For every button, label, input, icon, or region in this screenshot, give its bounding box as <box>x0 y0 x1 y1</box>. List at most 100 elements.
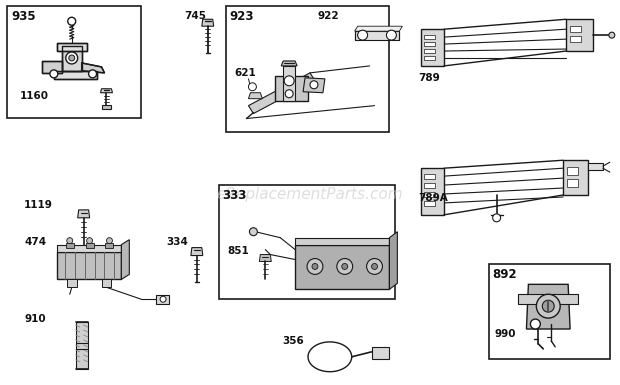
Text: 333: 333 <box>223 189 247 202</box>
Polygon shape <box>424 42 435 46</box>
Circle shape <box>358 30 368 40</box>
Circle shape <box>87 238 92 244</box>
Polygon shape <box>588 163 603 170</box>
Polygon shape <box>424 56 435 60</box>
Text: 892: 892 <box>493 268 517 281</box>
Polygon shape <box>191 248 203 256</box>
Circle shape <box>530 319 540 329</box>
Polygon shape <box>424 35 435 39</box>
Text: eReplacementParts.com: eReplacementParts.com <box>216 187 404 203</box>
Polygon shape <box>281 61 297 66</box>
Polygon shape <box>570 26 581 32</box>
Polygon shape <box>283 66 295 100</box>
Text: 910: 910 <box>24 314 46 324</box>
Polygon shape <box>389 232 397 289</box>
Polygon shape <box>570 36 581 42</box>
Polygon shape <box>54 71 97 79</box>
Polygon shape <box>62 46 82 71</box>
Circle shape <box>366 258 383 275</box>
Circle shape <box>249 83 257 91</box>
Text: 923: 923 <box>229 10 254 23</box>
Text: 356: 356 <box>282 336 304 346</box>
Circle shape <box>69 55 74 61</box>
Circle shape <box>493 214 500 222</box>
Text: 621: 621 <box>234 68 256 78</box>
Polygon shape <box>105 243 113 248</box>
Text: 745: 745 <box>184 11 206 21</box>
Polygon shape <box>295 244 389 289</box>
Polygon shape <box>102 280 112 287</box>
Polygon shape <box>202 19 214 26</box>
Circle shape <box>160 296 166 302</box>
Polygon shape <box>424 49 435 53</box>
Polygon shape <box>249 73 315 114</box>
Polygon shape <box>67 280 77 287</box>
Polygon shape <box>66 243 74 248</box>
Polygon shape <box>249 93 262 99</box>
Circle shape <box>107 238 112 244</box>
Circle shape <box>371 263 378 270</box>
Polygon shape <box>86 243 94 248</box>
Circle shape <box>68 17 76 25</box>
Polygon shape <box>102 105 112 109</box>
Circle shape <box>284 76 294 86</box>
Text: 990: 990 <box>495 329 516 339</box>
Polygon shape <box>82 63 105 73</box>
Circle shape <box>342 263 348 270</box>
Circle shape <box>89 70 97 78</box>
Polygon shape <box>424 192 435 197</box>
Text: 922: 922 <box>318 11 340 21</box>
Polygon shape <box>371 347 389 359</box>
Polygon shape <box>156 295 169 304</box>
Polygon shape <box>563 160 588 195</box>
Bar <box>489 264 610 359</box>
Polygon shape <box>421 168 444 215</box>
Polygon shape <box>567 167 578 175</box>
Circle shape <box>50 70 58 78</box>
Polygon shape <box>566 19 593 51</box>
Polygon shape <box>518 294 578 304</box>
Bar <box>219 185 396 299</box>
Polygon shape <box>76 322 87 369</box>
Polygon shape <box>567 179 578 187</box>
Polygon shape <box>424 174 435 179</box>
Text: 474: 474 <box>24 237 46 247</box>
Polygon shape <box>424 201 435 206</box>
Polygon shape <box>303 78 325 93</box>
Text: 789A: 789A <box>418 193 448 203</box>
Polygon shape <box>122 239 130 280</box>
Circle shape <box>536 294 560 318</box>
Text: 1160: 1160 <box>20 91 49 101</box>
Polygon shape <box>421 29 444 66</box>
Polygon shape <box>42 61 62 73</box>
Circle shape <box>307 258 323 275</box>
Bar <box>226 7 389 132</box>
Polygon shape <box>100 89 112 93</box>
Circle shape <box>249 228 257 236</box>
Polygon shape <box>259 254 272 261</box>
Polygon shape <box>526 285 570 329</box>
Circle shape <box>609 32 615 38</box>
Text: 1119: 1119 <box>24 200 53 210</box>
Polygon shape <box>355 31 399 40</box>
Circle shape <box>337 258 353 275</box>
Polygon shape <box>275 76 308 100</box>
Circle shape <box>310 81 318 89</box>
Text: 789: 789 <box>418 73 440 83</box>
Circle shape <box>285 90 293 98</box>
Polygon shape <box>355 26 402 31</box>
Circle shape <box>386 30 396 40</box>
Polygon shape <box>57 244 122 251</box>
Text: 935: 935 <box>11 10 36 23</box>
Polygon shape <box>57 251 122 280</box>
Circle shape <box>67 238 73 244</box>
Circle shape <box>542 300 554 312</box>
Polygon shape <box>295 238 389 244</box>
Circle shape <box>66 52 78 64</box>
Bar <box>7 7 141 117</box>
Polygon shape <box>78 210 90 218</box>
Polygon shape <box>424 183 435 188</box>
Text: 334: 334 <box>166 237 188 247</box>
Circle shape <box>312 263 318 270</box>
Polygon shape <box>57 43 87 51</box>
